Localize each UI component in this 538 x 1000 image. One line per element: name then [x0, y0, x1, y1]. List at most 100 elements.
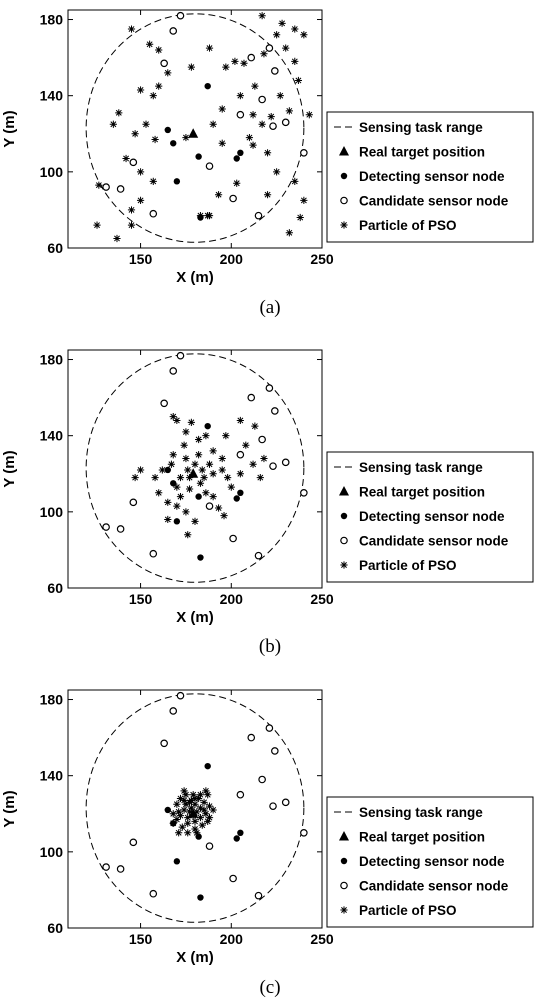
candidate-sensor-marker	[116, 865, 125, 873]
pso-particle-marker	[267, 113, 275, 121]
legend-label: Real target position	[359, 145, 485, 160]
pso-particle-marker	[209, 120, 217, 128]
pso-particle-marker	[180, 806, 188, 814]
pso-particle-marker	[180, 441, 188, 449]
pso-particle-marker	[122, 154, 130, 163]
candidate-sensor-marker	[129, 158, 138, 167]
panel-2: 150 200 250 60 100 140 180 X (m) Y (m) Sensing ta…	[1, 349, 534, 657]
pso-particle-marker	[214, 191, 223, 199]
x-tick-label: 200	[220, 251, 244, 267]
pso-particle-marker	[187, 418, 195, 426]
legend-label: Particle of PSO	[359, 903, 457, 918]
pso-particle-marker	[95, 181, 103, 189]
candidate-sensor-marker	[271, 747, 279, 755]
pso-particle-marker	[205, 44, 214, 52]
legend-candidate-swatch	[340, 881, 348, 890]
real-target-marker	[188, 468, 199, 478]
pso-particle-marker	[136, 86, 145, 94]
pso-particle-marker	[236, 416, 244, 425]
pso-particle-marker	[189, 791, 197, 799]
pso-particle-marker	[218, 466, 226, 474]
x-tick-label: 200	[220, 591, 244, 607]
pso-particle-marker	[191, 460, 199, 468]
pso-particle-marker	[193, 829, 201, 837]
pso-particle-marker	[193, 808, 201, 816]
pso-particle-marker	[285, 229, 293, 237]
pso-particle-marker	[151, 473, 159, 482]
legend-box	[326, 451, 534, 583]
pso-particle-marker	[242, 441, 250, 449]
legend-label: Sensing task range	[359, 805, 483, 820]
pso-particle-marker	[198, 821, 206, 829]
candidate-sensor-marker	[116, 185, 125, 193]
pso-particle-marker	[249, 460, 257, 468]
candidate-sensor-marker	[176, 11, 185, 20]
pso-particle-marker	[260, 50, 268, 58]
pso-particle-marker	[300, 196, 308, 204]
pso-particle-marker	[169, 451, 177, 459]
pso-particle-marker	[273, 168, 281, 176]
pso-particle-marker	[291, 57, 299, 66]
legend-box	[326, 796, 534, 928]
candidate-sensor-marker	[254, 891, 263, 900]
pso-particle-marker	[196, 804, 205, 812]
pso-particle-marker	[175, 808, 183, 816]
y-tick-label: 140	[40, 428, 64, 444]
pso-particle-marker	[202, 489, 210, 497]
candidate-sensor-marker	[129, 498, 138, 507]
pso-particle-marker	[214, 504, 223, 512]
pso-particle-marker	[176, 493, 185, 501]
x-tick-label: 250	[310, 931, 334, 947]
pso-particle-marker	[180, 787, 188, 795]
legend-label: Particle of PSO	[359, 218, 457, 233]
candidate-sensor-marker	[247, 393, 256, 402]
y-tick-label: 180	[40, 12, 64, 28]
pso-particle-marker	[260, 454, 268, 463]
pso-particle-marker	[222, 432, 230, 440]
pso-particle-marker	[202, 787, 210, 795]
pso-particle-marker	[149, 92, 157, 100]
pso-particle-marker	[185, 798, 194, 806]
panel-caption: (b)	[259, 636, 281, 657]
panel-3: 150 200 250 60 100 140 180 X (m) Y (m) Sensing ta…	[1, 689, 534, 998]
y-axis-label: Y (m)	[1, 790, 18, 827]
detecting-sensor-marker	[237, 149, 244, 156]
pso-particle-marker	[251, 82, 259, 90]
pso-particle-marker	[224, 473, 232, 482]
legend: Sensing task range Real target position De…	[326, 111, 534, 243]
candidate-sensor-marker	[149, 889, 158, 898]
pso-particle-marker	[205, 802, 214, 810]
candidate-sensor-marker	[265, 724, 274, 732]
y-tick-label: 180	[40, 352, 64, 368]
real-target-marker	[188, 808, 199, 818]
candidate-sensor-marker	[254, 551, 263, 560]
pso-particle-marker	[173, 815, 181, 824]
pso-particle-marker	[204, 817, 212, 825]
legend-candidate-swatch	[340, 196, 348, 205]
detecting-sensor-marker	[197, 554, 204, 561]
detecting-sensor-marker	[164, 466, 171, 474]
y-tick-label: 100	[40, 504, 64, 520]
panel-caption: (c)	[259, 977, 280, 998]
candidate-sensor-marker	[176, 351, 185, 360]
pso-particle-marker	[187, 804, 195, 812]
pso-particle-marker	[276, 92, 284, 100]
legend-label: Particle of PSO	[359, 558, 457, 573]
y-axis-label: Y (m)	[1, 110, 18, 147]
pso-particle-marker	[180, 796, 188, 805]
candidate-sensor-marker	[205, 162, 214, 170]
legend-detecting-swatch	[340, 172, 348, 180]
plot-frame	[67, 689, 323, 929]
candidate-sensor-marker	[236, 110, 245, 119]
x-tick-label: 250	[310, 251, 334, 267]
detecting-sensor-marker	[204, 82, 211, 90]
pso-particle-marker	[184, 466, 192, 474]
pso-particle-marker	[149, 177, 157, 185]
pso-particle-marker	[256, 473, 264, 482]
pso-particle-marker	[182, 508, 190, 516]
detecting-sensor-marker	[164, 806, 171, 814]
pso-particle-marker	[209, 470, 217, 478]
legend-label: Real target position	[359, 485, 485, 500]
pso-particle-marker	[204, 791, 212, 799]
pso-particle-marker	[236, 470, 244, 478]
